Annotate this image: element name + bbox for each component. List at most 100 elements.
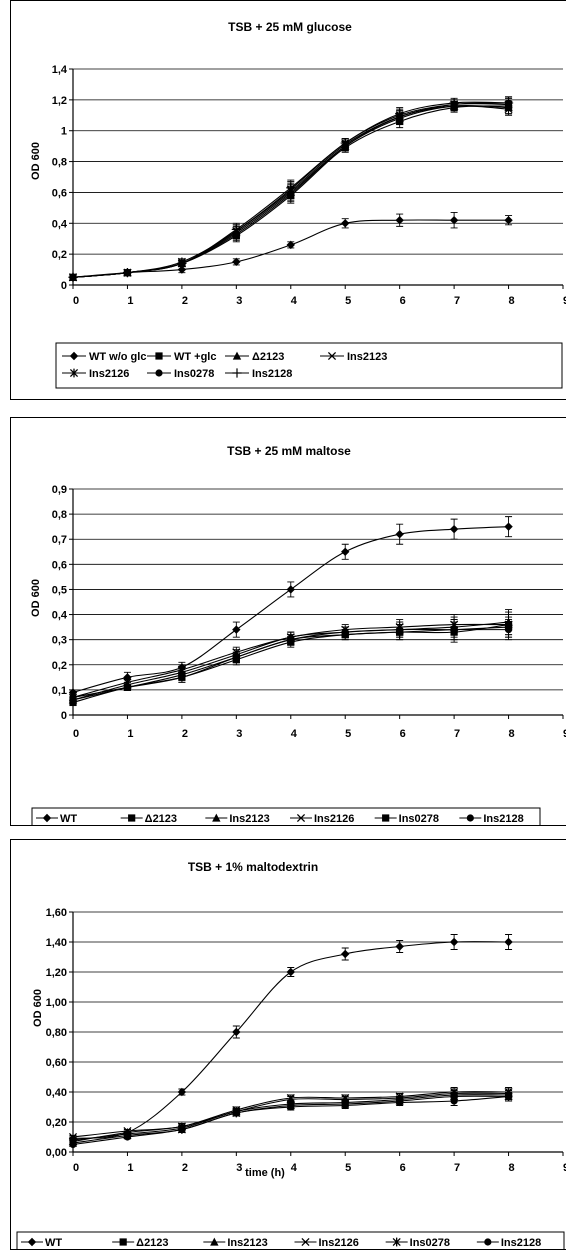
- data-point: [69, 693, 77, 702]
- legend-marker: [42, 813, 52, 823]
- x-tick-label: 1: [127, 1162, 133, 1174]
- data-point: [504, 626, 513, 634]
- data-point: [68, 1132, 78, 1142]
- x-tick-label: 0: [73, 728, 79, 740]
- legend-marker: [210, 1237, 219, 1246]
- legend-label: WT +glc: [174, 351, 216, 363]
- x-tick-label: 5: [345, 728, 351, 740]
- data-point: [232, 257, 241, 267]
- y-tick-label: 0,3: [52, 635, 67, 647]
- legend-label: Δ2123: [252, 351, 284, 363]
- data-point: [449, 937, 459, 947]
- x-tick-label: 9: [563, 1162, 566, 1174]
- y-axis-label: OD 600: [30, 579, 42, 617]
- y-tick-label: 0,20: [46, 1117, 67, 1129]
- legend-marker: [128, 814, 136, 822]
- y-tick-label: 1,60: [46, 907, 67, 919]
- data-point: [286, 240, 295, 250]
- series-square: [69, 616, 513, 707]
- data-point: [340, 138, 350, 148]
- legend-marker: [232, 351, 242, 360]
- x-tick-label: 8: [508, 1162, 514, 1174]
- chart-panel-maltodextrin: TSB + 1% maltodextrin OD 600 time (h) 0,…: [10, 839, 566, 1250]
- x-tick-label: 7: [454, 1162, 460, 1174]
- series-circle: [69, 1091, 513, 1149]
- legend-box: [16, 1231, 565, 1249]
- legend-label: Ins2126: [89, 368, 129, 380]
- data-point: [232, 625, 241, 634]
- data-point: [449, 524, 459, 534]
- data-point: [231, 224, 241, 235]
- data-point: [396, 626, 404, 634]
- y-axis-label: OD 600: [30, 142, 42, 180]
- y-axis-label: OD 600: [32, 989, 44, 1027]
- x-tick-label: 8: [508, 728, 514, 740]
- data-point: [177, 258, 187, 268]
- chart-panel-maltose: TSB + 25 mM maltose OD 600 0 0,1 0,2 0,3 0,4…: [10, 417, 566, 826]
- data-point: [504, 522, 513, 531]
- data-point: [177, 1087, 187, 1097]
- y-tick-label: 0,60: [46, 1057, 67, 1069]
- grid: [73, 488, 563, 691]
- y-tick-label: 0: [61, 710, 67, 722]
- y-tick-label: 0,5: [52, 584, 67, 596]
- legend-marker: [296, 813, 306, 823]
- data-point: [287, 636, 295, 644]
- x-tick-label: 0: [73, 1162, 79, 1174]
- legend-box: [31, 807, 541, 825]
- x-tick-label: 7: [454, 728, 460, 740]
- y-tick-label: 0,2: [52, 249, 67, 261]
- legend-marker: [382, 814, 390, 822]
- x-tick-label: 6: [400, 295, 406, 307]
- x-tick-label: 5: [345, 295, 351, 307]
- y-tick-label: 0: [61, 280, 67, 292]
- data-point: [504, 216, 513, 225]
- data-point: [68, 272, 78, 282]
- y-tick-label: 0,80: [46, 1027, 67, 1039]
- legend-label: Δ2123: [145, 813, 177, 825]
- data-point: [341, 1093, 350, 1103]
- x-tick-label: 9: [563, 728, 566, 740]
- data-point: [341, 1101, 349, 1110]
- y-tick-label: 1,20: [46, 967, 67, 979]
- legend-marker: [327, 351, 337, 361]
- grid: [73, 911, 563, 1123]
- data-point: [286, 967, 295, 977]
- x-tick-label: 1: [127, 295, 133, 307]
- data-point: [450, 626, 458, 634]
- series-diamond: [68, 516, 513, 697]
- series-circle: [69, 619, 513, 702]
- data-point: [450, 1097, 458, 1105]
- x-tick-label: 6: [400, 1162, 406, 1174]
- x-tick-label: 4: [291, 1162, 298, 1174]
- series-plus: [68, 96, 514, 282]
- y-tick-label: 0,6: [52, 559, 67, 571]
- legend-marker: [232, 368, 242, 378]
- series-triangle: [68, 609, 513, 704]
- series-line: [72, 526, 509, 693]
- y-tick-label: 0,8: [52, 509, 67, 521]
- data-point: [123, 683, 132, 691]
- x-tick-label: 0: [73, 295, 79, 307]
- data-point: [177, 265, 187, 274]
- x-tick-label: 9: [563, 295, 566, 307]
- y-tick-label: 0,4: [52, 610, 68, 622]
- x-tick-label: 5: [345, 1162, 351, 1174]
- legend-marker: [484, 1238, 492, 1246]
- data-point: [286, 585, 295, 594]
- legend-marker: [301, 1237, 310, 1247]
- legend: WT w/o glc WT +glc Δ2123 Ins2123 Ins2126 Ins0…: [55, 342, 563, 389]
- data-point: [232, 1027, 241, 1037]
- chart-title: TSB + 25 mM maltose: [227, 444, 351, 458]
- data-point: [178, 1125, 186, 1134]
- x-tick-label: 6: [400, 728, 406, 740]
- legend-label: Ins0278: [399, 813, 439, 825]
- data-point: [449, 216, 459, 225]
- legend-marker: [155, 369, 163, 377]
- data-point: [232, 1109, 240, 1117]
- y-tick-label: 0,8: [52, 157, 67, 169]
- legend-label: WT: [60, 813, 77, 825]
- legend-marker: [466, 814, 474, 822]
- legend-label: Ins2123: [227, 1237, 267, 1249]
- x-tick-label: 2: [182, 295, 188, 307]
